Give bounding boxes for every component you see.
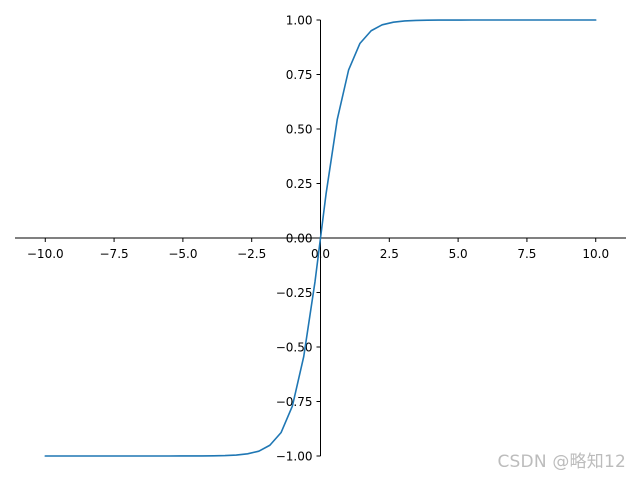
x-tick-label: −2.5 (237, 247, 266, 261)
y-tick-label: 0.50 (286, 123, 313, 137)
x-tick-label: 2.5 (380, 247, 399, 261)
x-axis-ticks: −10.0 −7.5 −5.0 −2.5 0.0 2.5 5.0 7.5 10.0 (27, 238, 609, 261)
x-tick-label: −5.0 (168, 247, 197, 261)
x-tick-label: 0.0 (311, 247, 330, 261)
x-tick-label: −7.5 (100, 247, 129, 261)
y-tick-label: −1.00 (276, 450, 313, 464)
series-group (44, 19, 597, 457)
y-tick-label: −0.50 (276, 341, 313, 355)
y-tick-label: 0.00 (286, 232, 313, 246)
x-tick-label: −10.0 (27, 247, 64, 261)
y-tick-label: −0.25 (276, 286, 313, 300)
y-tick-label: 0.75 (286, 68, 313, 82)
y-tick-label: 0.25 (286, 177, 313, 191)
watermark-text: CSDN @略知12 (497, 452, 626, 472)
tanh-series-line (44, 19, 597, 457)
x-tick-label: 5.0 (449, 247, 468, 261)
y-tick-label: 1.00 (286, 14, 313, 28)
x-tick-label: 7.5 (517, 247, 536, 261)
x-tick-label: 10.0 (582, 247, 609, 261)
y-axis-ticks: −1.00−0.75−0.50−0.250.000.250.500.751.00 (276, 14, 321, 464)
